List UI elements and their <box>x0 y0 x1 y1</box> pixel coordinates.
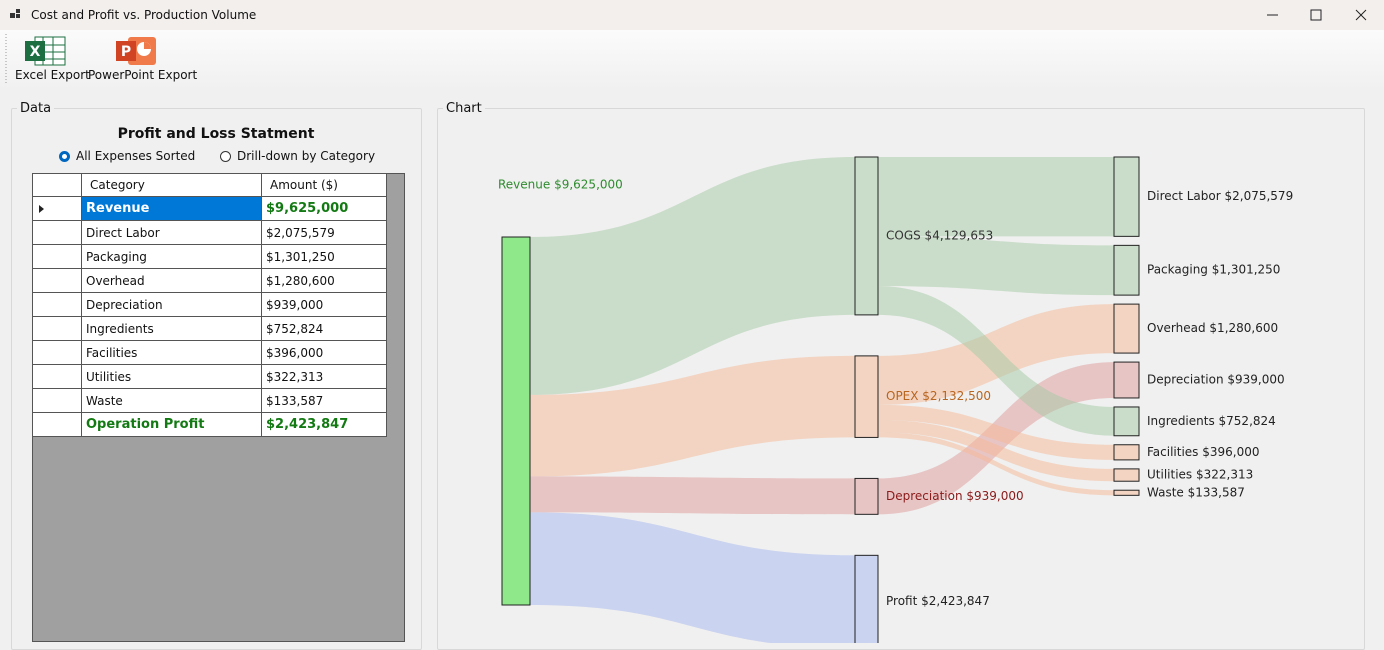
row-header[interactable] <box>33 269 82 293</box>
category-cell[interactable]: Ingredients <box>82 317 262 341</box>
amount-cell[interactable]: $322,313 <box>262 365 387 389</box>
category-cell[interactable]: Depreciation <box>82 293 262 317</box>
svg-text:X: X <box>30 44 41 60</box>
amount-cell[interactable]: $133,587 <box>262 389 387 413</box>
sankey-link <box>530 355 855 477</box>
radio-label: All Expenses Sorted <box>76 149 196 163</box>
node-label: OPEX $2,132,500 <box>886 389 991 403</box>
row-header[interactable] <box>33 317 82 341</box>
sankey-node <box>1113 468 1140 482</box>
sankey-link <box>878 419 1114 482</box>
category-cell[interactable]: Revenue <box>82 197 262 221</box>
chart-group-label: Chart <box>443 101 485 116</box>
sankey-link <box>878 432 1114 496</box>
node-label: Depreciation $939,000 <box>886 489 1024 503</box>
sankey-link <box>530 476 855 515</box>
toolbar-grip <box>5 34 7 84</box>
window-controls[interactable] <box>1250 0 1384 30</box>
radio-dot[interactable] <box>59 151 70 162</box>
node-label: Packaging $1,301,250 <box>1147 263 1280 277</box>
node-label: COGS $4,129,653 <box>886 228 993 242</box>
amount-cell[interactable]: $2,075,579 <box>262 221 387 245</box>
sankey-link <box>530 157 855 395</box>
amount-cell[interactable]: $1,301,250 <box>262 245 387 269</box>
title-bar <box>0 0 1384 30</box>
row-header[interactable] <box>33 389 82 413</box>
sankey-node <box>501 236 531 606</box>
node-label: Direct Labor $2,075,579 <box>1147 189 1293 203</box>
header-corner <box>33 174 82 197</box>
category-cell[interactable]: Overhead <box>82 269 262 293</box>
radio-dot[interactable] <box>220 151 231 162</box>
node-label: Waste $133,587 <box>1147 485 1245 499</box>
node-label: Overhead $1,280,600 <box>1147 321 1278 335</box>
amount-cell[interactable]: $939,000 <box>262 293 387 317</box>
node-label: Utilities $322,313 <box>1147 468 1253 482</box>
sankey-node <box>1113 303 1140 354</box>
node-label: Depreciation $939,000 <box>1147 373 1285 387</box>
sankey-node <box>1113 361 1140 399</box>
powerpoint-icon[interactable]: P <box>116 35 158 67</box>
node-label: Profit $2,423,847 <box>886 594 990 608</box>
data-group-label: Data <box>17 101 55 116</box>
row-header[interactable] <box>33 245 82 269</box>
row-indicator <box>39 205 44 213</box>
row-header[interactable] <box>33 365 82 389</box>
radio-option[interactable]: Drill-down by Category <box>220 149 375 163</box>
sankey-link <box>878 286 1114 436</box>
table-title: Profit and Loss Statment <box>117 126 315 142</box>
row-header[interactable] <box>33 221 82 245</box>
row-header[interactable] <box>33 341 82 365</box>
sankey-node <box>854 355 879 438</box>
powerpoint-export-button[interactable]: PowerPoint Export <box>88 68 198 82</box>
radio-option[interactable]: All Expenses Sorted <box>59 149 195 163</box>
app-icon <box>10 9 20 18</box>
excel-export-button[interactable]: Excel Export <box>15 68 90 82</box>
window-title: Cost and Profit vs. Production Volume <box>31 8 257 22</box>
category-cell[interactable]: Direct Labor <box>82 221 262 245</box>
sankey-node <box>1113 406 1140 437</box>
toolbar <box>0 30 1384 90</box>
node-label: Ingredients $752,824 <box>1147 414 1276 428</box>
sankey-link <box>878 404 1114 460</box>
amount-cell[interactable]: $2,423,847 <box>262 413 387 437</box>
category-cell[interactable]: Packaging <box>82 245 262 269</box>
sankey-node <box>854 477 879 515</box>
category-cell[interactable]: Facilities <box>82 341 262 365</box>
sankey-node <box>854 156 879 316</box>
node-label: Facilities $396,000 <box>1147 445 1260 459</box>
row-header[interactable] <box>33 197 82 221</box>
category-cell[interactable]: Operation Profit <box>82 413 262 437</box>
sankey-node <box>1113 244 1140 296</box>
category-cell[interactable]: Waste <box>82 389 262 413</box>
amount-cell[interactable]: $1,280,600 <box>262 269 387 293</box>
row-header[interactable] <box>33 413 82 437</box>
amount-cell[interactable]: $752,824 <box>262 317 387 341</box>
node-label: Revenue $9,625,000 <box>498 178 623 192</box>
excel-icon[interactable]: X <box>25 35 67 67</box>
category-cell[interactable]: Utilities <box>82 365 262 389</box>
sankey-node <box>1113 444 1140 461</box>
sankey-link <box>530 512 855 643</box>
amount-cell[interactable]: $396,000 <box>262 341 387 365</box>
column-header[interactable]: Category <box>82 174 262 197</box>
sankey-node <box>854 554 879 643</box>
column-header[interactable]: Amount ($) <box>262 174 387 197</box>
sankey-link <box>878 157 1114 237</box>
amount-cell[interactable]: $9,625,000 <box>262 197 387 221</box>
row-header[interactable] <box>33 293 82 317</box>
data-grid[interactable]: Category Amount ($) Revenue $9,625,000 Direc… <box>32 173 405 642</box>
radio-label: Drill-down by Category <box>237 149 376 163</box>
sankey-node <box>1113 489 1140 496</box>
sankey-node <box>1113 156 1140 237</box>
svg-text:P: P <box>121 44 131 60</box>
sankey-link <box>878 236 1114 296</box>
